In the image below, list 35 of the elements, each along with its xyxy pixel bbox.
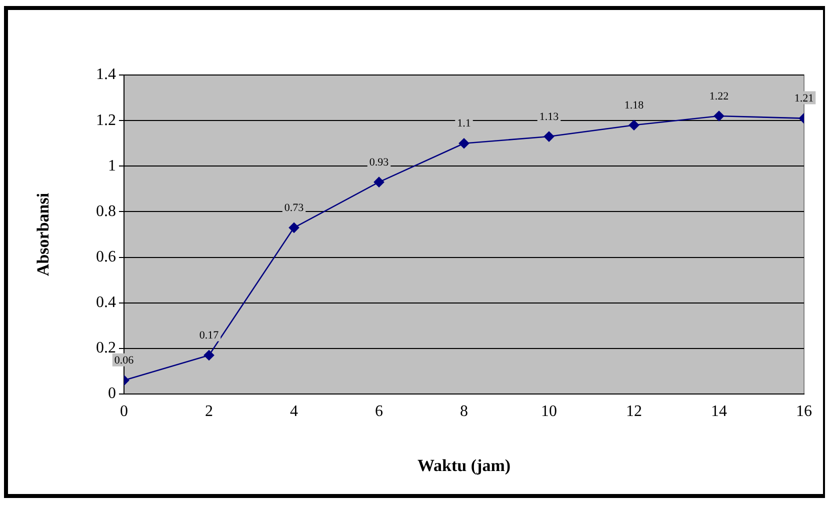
y-tick-label: 1.2	[96, 112, 116, 129]
data-label: 0.93	[369, 156, 390, 168]
data-label: 1.22	[709, 90, 729, 102]
data-label: 0.17	[199, 330, 220, 342]
point	[458, 138, 470, 149]
point	[544, 131, 554, 142]
x-tick-label: 10	[541, 402, 557, 420]
y-tick-label: 1	[108, 157, 116, 174]
x-tick-label: 16	[796, 402, 812, 420]
x-tick-label: 2	[205, 402, 213, 420]
data-label: 0.73	[284, 202, 304, 214]
data-label: 1.18	[624, 100, 644, 112]
y-tick-label: 0.4	[96, 294, 116, 312]
x-tick-label: 12	[626, 402, 642, 420]
x-tick-label: 6	[375, 402, 383, 420]
x-tick-label: 4	[290, 402, 298, 420]
x-tick-label: 14	[711, 402, 727, 420]
data-label: 1.1	[457, 118, 471, 130]
x-tick-label: 8	[460, 402, 468, 420]
x-tick-label: 0	[120, 402, 128, 420]
point	[714, 110, 724, 122]
y-tick-label: 0.6	[96, 248, 116, 266]
y-tick-label: 0	[108, 385, 116, 402]
point	[628, 120, 640, 130]
y-axis-title: Absorbansi	[34, 192, 53, 276]
point	[204, 350, 214, 360]
x-axis-title: Waktu (jam)	[417, 456, 511, 476]
y-tick-label: 0.8	[96, 202, 116, 220]
data-label: 0.06	[114, 354, 134, 367]
data-label: 1.21	[794, 92, 814, 105]
point	[288, 222, 300, 233]
y-tick-label: 1.4	[96, 66, 116, 84]
data-label: 1.13	[539, 110, 560, 123]
y-tick-label: 0.2	[96, 340, 116, 357]
point	[374, 176, 384, 188]
